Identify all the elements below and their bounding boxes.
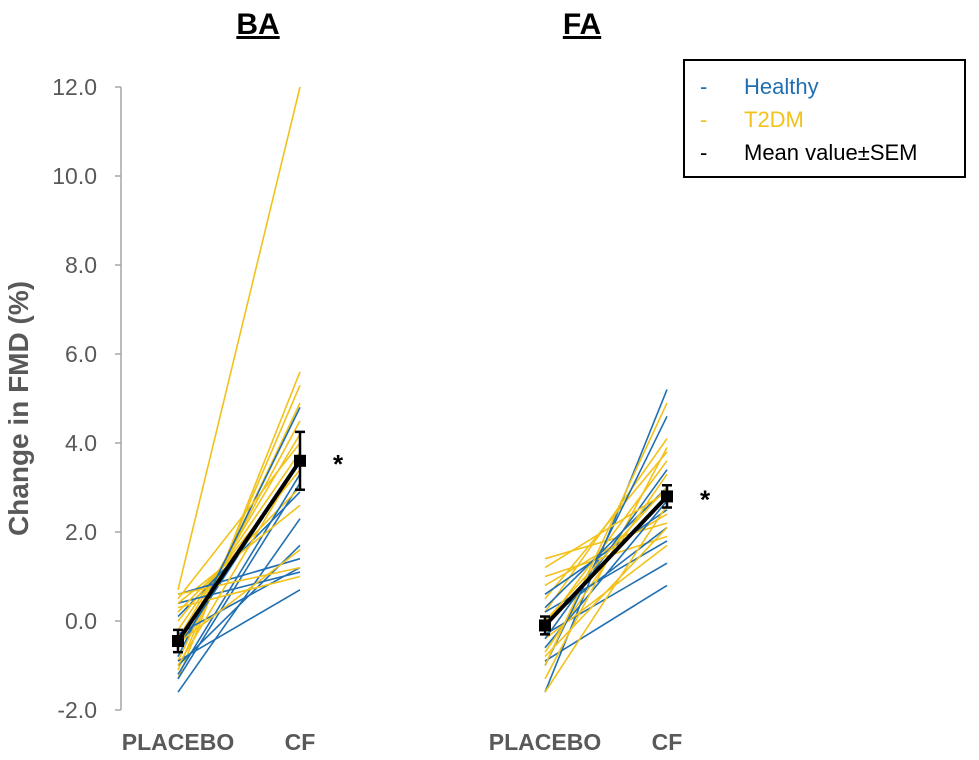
- t2dm-subject-line: [177, 433, 301, 640]
- healthy-subject-line: [177, 566, 301, 636]
- t2dm-subject-line: [544, 527, 668, 658]
- significance-marker: *: [333, 449, 344, 479]
- healthy-subject-line: [177, 589, 301, 662]
- legend-marker: -: [700, 140, 707, 165]
- healthy-subject-line: [544, 584, 668, 662]
- legend-label: Healthy: [744, 74, 819, 99]
- healthy-subject-line: [177, 571, 301, 604]
- x-category-label: PLACEBO: [122, 729, 234, 755]
- legend: - Healthy - T2DM - Mean value±SEM: [683, 59, 966, 178]
- t2dm-subject-line: [177, 371, 301, 680]
- mean-marker: [539, 619, 551, 632]
- series-group: [177, 86, 668, 693]
- panel-title: BA: [236, 8, 279, 41]
- t2dm-subject-line: [177, 384, 301, 671]
- y-tick-label: 12.0: [52, 74, 97, 100]
- x-category-label: CF: [652, 729, 683, 755]
- y-tick-label: 6.0: [65, 341, 97, 367]
- x-category-label: PLACEBO: [489, 729, 601, 755]
- panel-title: FA: [563, 8, 601, 41]
- y-tick-label: 4.0: [65, 430, 97, 456]
- legend-label: Mean value±SEM: [744, 140, 918, 165]
- t2dm-subject-line: [544, 491, 668, 569]
- healthy-subject-line: [177, 407, 301, 657]
- mean-line: [176, 459, 302, 643]
- healthy-subject-line: [544, 486, 668, 609]
- y-tick-label: 0.0: [65, 608, 97, 634]
- axes-group: -2.0 0.0 2.0 4.0 6.0 8.0 10.0 12.0 Change in FMD…: [3, 74, 122, 723]
- legend-box: [683, 59, 966, 178]
- t2dm-subject-line: [544, 438, 668, 613]
- t2dm-subject-line: [177, 460, 301, 666]
- y-tick-label: 10.0: [52, 163, 97, 189]
- mean-marker: [172, 635, 184, 648]
- x-category-label: CF: [285, 729, 316, 755]
- t2dm-subject-line: [544, 504, 668, 693]
- t2dm-subject-line: [177, 451, 301, 631]
- mean-line: [543, 495, 669, 627]
- significance-marker: *: [700, 484, 711, 514]
- t2dm-subject-line: [544, 486, 668, 622]
- legend-marker: -: [700, 107, 707, 132]
- healthy-subject-line: [544, 509, 668, 595]
- labels-group: BA PLACEBO CF * FA PLACEBO CF *: [122, 8, 711, 755]
- mean-marker: [661, 490, 673, 503]
- legend-label: T2DM: [744, 107, 804, 132]
- t2dm-subject-line: [177, 549, 301, 644]
- t2dm-subject-line: [177, 442, 301, 600]
- t2dm-subject-line: [177, 566, 301, 596]
- y-axis-title: Change in FMD (%): [3, 281, 34, 536]
- y-tick-label: -2.0: [57, 697, 97, 723]
- means-group: [172, 430, 673, 654]
- healthy-subject-line: [177, 473, 301, 675]
- legend-marker: -: [700, 74, 707, 99]
- healthy-subject-line: [544, 415, 668, 666]
- t2dm-subject-line: [544, 402, 668, 666]
- y-tick-label: 8.0: [65, 252, 97, 278]
- y-tick-label: 2.0: [65, 519, 97, 545]
- healthy-subject-line: [544, 540, 668, 613]
- t2dm-subject-line: [177, 575, 301, 609]
- t2dm-subject-line: [177, 86, 301, 591]
- mean-marker: [294, 454, 306, 467]
